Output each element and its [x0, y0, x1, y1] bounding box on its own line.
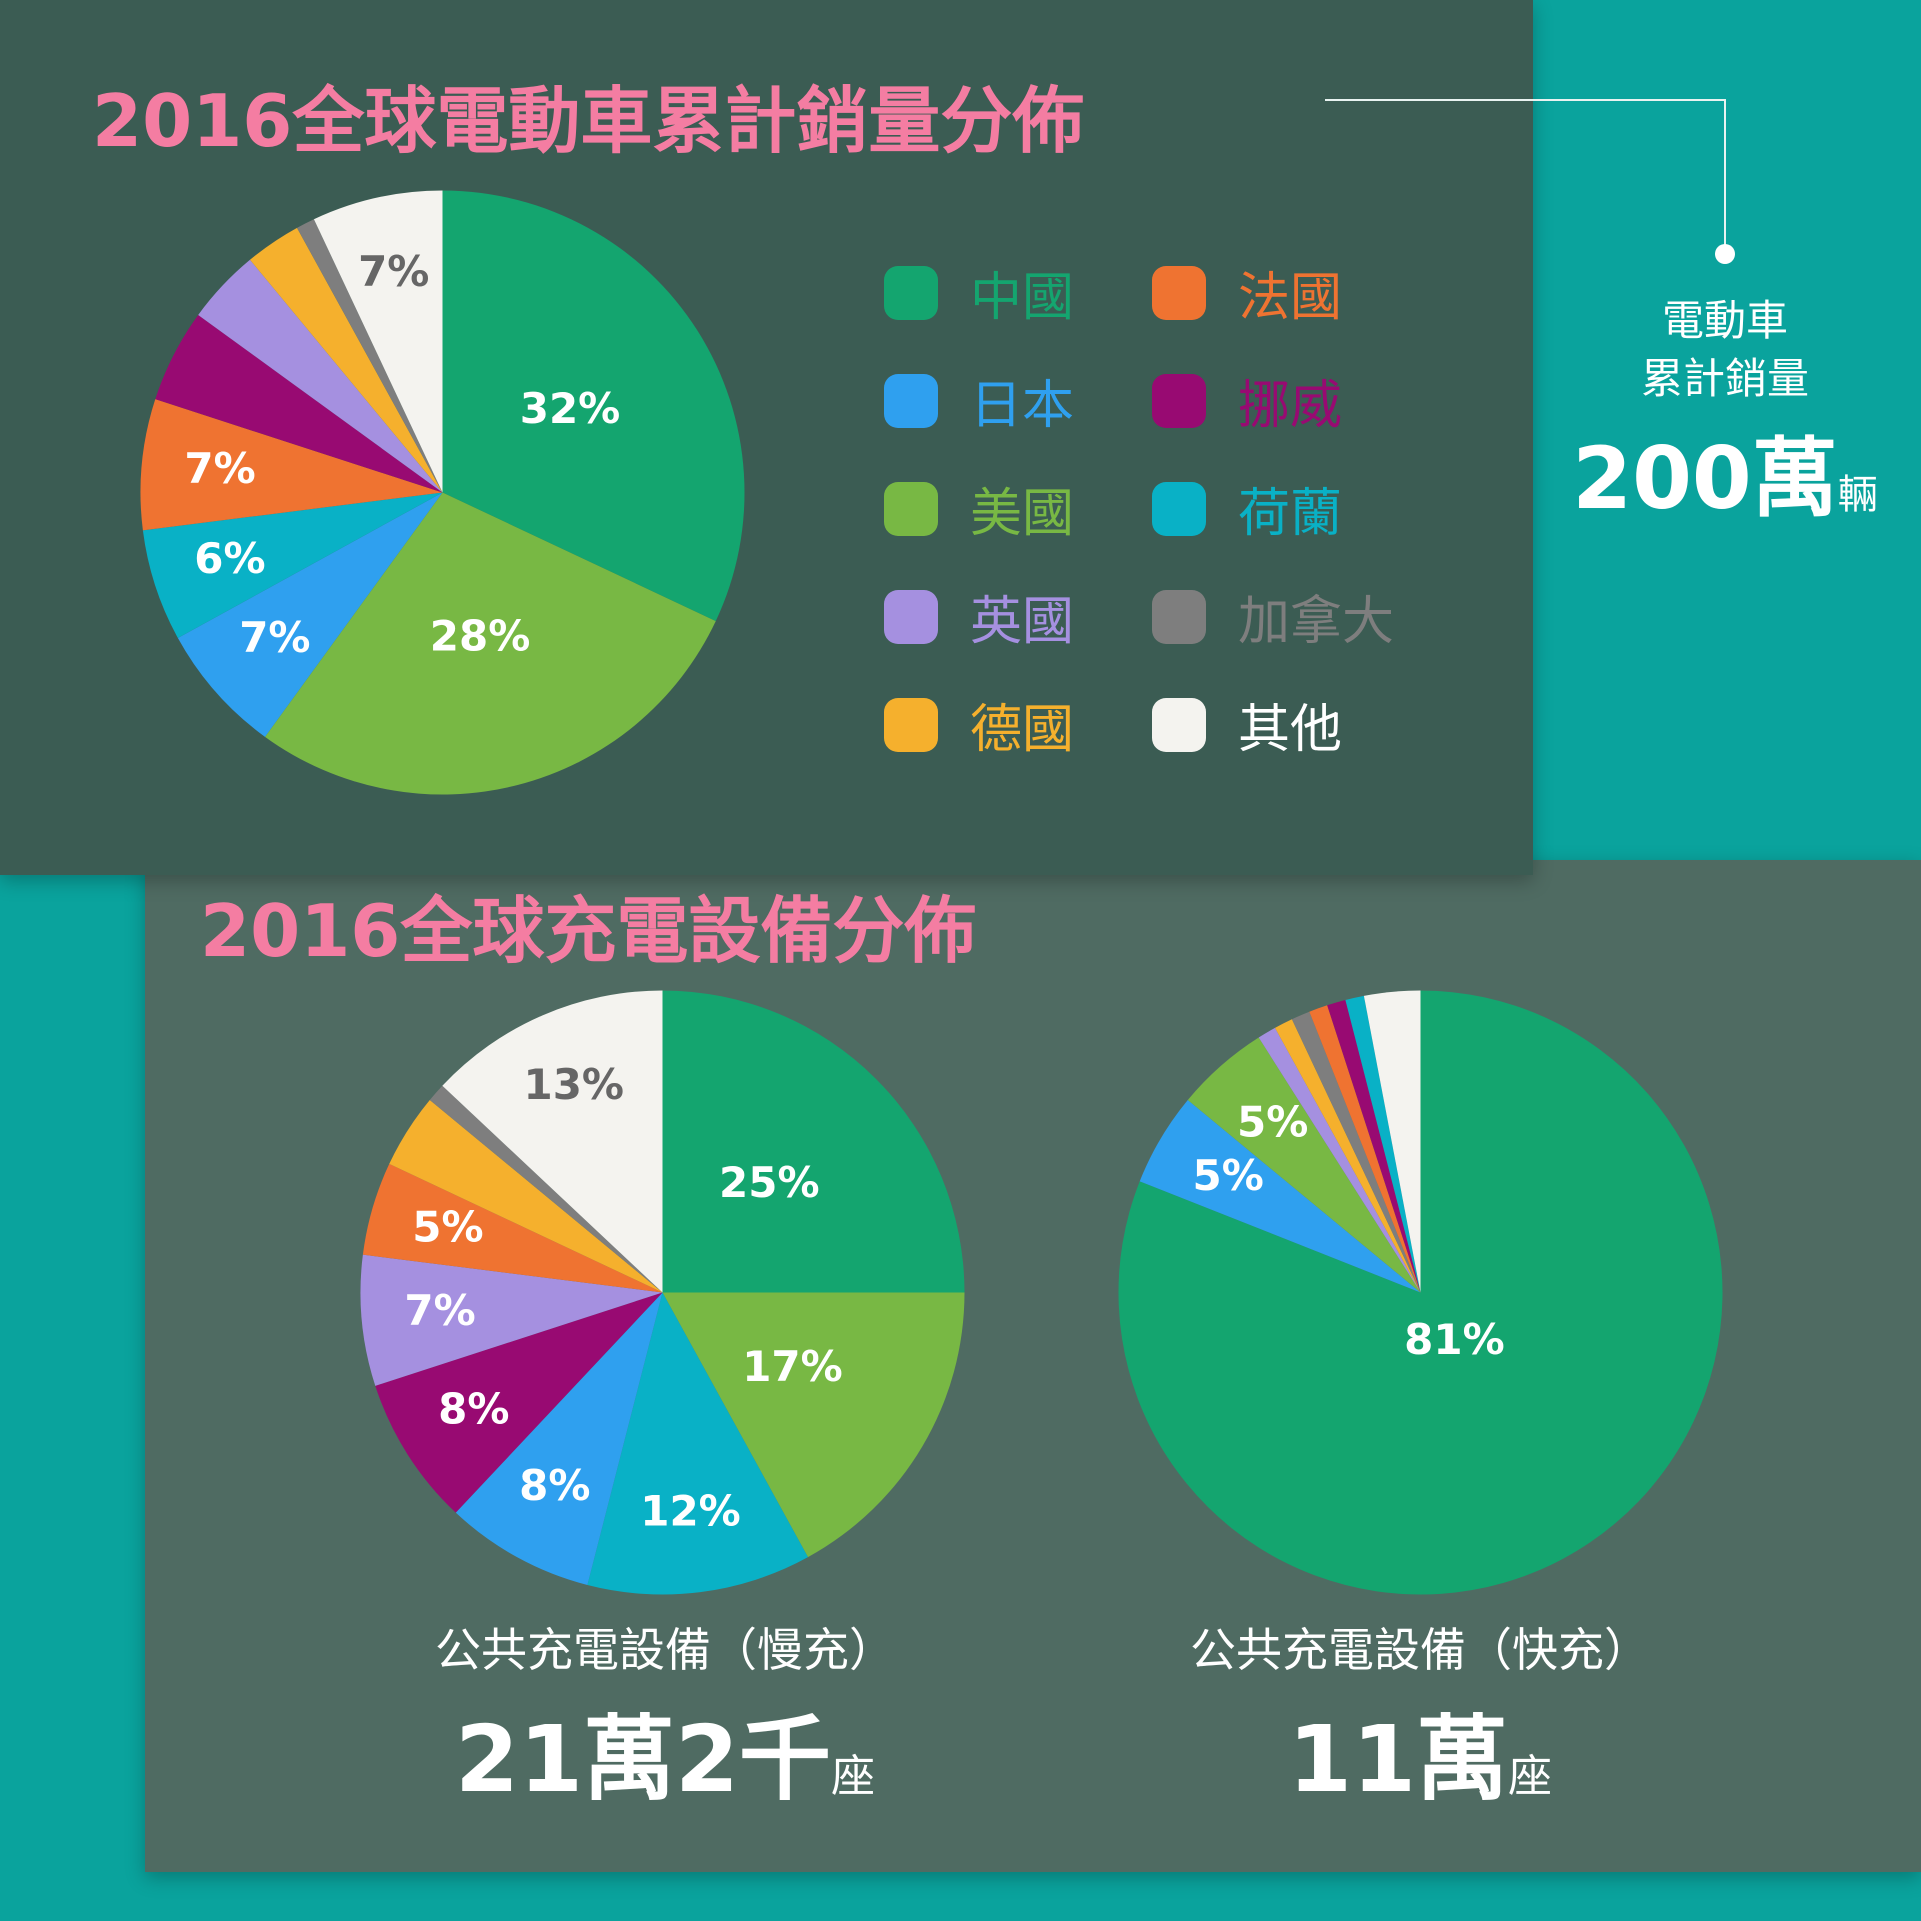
legend-item-5: 荷蘭 [1152, 471, 1342, 546]
pie-slice-6 [198, 259, 443, 493]
ev-sales-total: 電動車 累計銷量 200萬輛 [1500, 292, 1921, 533]
pie-slice-3 [455, 1292, 663, 1586]
legend-label-1: 法國 [1238, 268, 1343, 328]
data-label-9: 13% [523, 1060, 624, 1109]
legend-item-0: 中國 [884, 255, 1074, 330]
ev-sales-title: 2016全球電動車累計銷量分佈 [92, 79, 1085, 163]
pie-slice-5 [155, 314, 443, 493]
pie-slice-1 [264, 492, 716, 795]
pie-slice-8 [429, 1085, 663, 1293]
pie-slice-4 [140, 399, 443, 531]
legend-label-6: 英國 [970, 592, 1075, 652]
pie-slice-0 [442, 190, 745, 622]
pie-slice-7 [389, 1099, 663, 1293]
pie-slice-5 [1291, 1011, 1421, 1293]
ev-sales-total-value: 200萬輛 [1500, 408, 1921, 533]
fast-charging-pie-chart: 81% 5% 5% [1118, 990, 1723, 1595]
legend-swatch-0 [884, 265, 938, 320]
data-label-1: 28% [430, 611, 531, 660]
legend-item-1: 法國 [1152, 255, 1342, 330]
data-label-0: 81% [1404, 1315, 1505, 1364]
pie-slice-1 [1139, 1099, 1421, 1293]
pie-slice-8 [1345, 995, 1421, 1293]
data-label-5: 7% [404, 1286, 475, 1335]
data-label-4: 7% [184, 444, 255, 493]
ev-sales-total-number: 200萬 [1572, 429, 1838, 529]
legend-swatch-1 [1152, 265, 1206, 320]
data-label-1: 5% [1192, 1151, 1263, 1200]
legend-label-3: 挪威 [1238, 376, 1343, 436]
legend-item-2: 日本 [884, 363, 1074, 438]
pie-slice-9 [313, 190, 443, 493]
slow-charging-total: 公共充電設備（慢充） 21萬2千座 [350, 1615, 980, 1818]
legend-item-3: 挪威 [1152, 363, 1342, 438]
data-label-0: 25% [719, 1158, 820, 1207]
data-label-2: 7% [239, 613, 310, 662]
slow-charging-total-number: 21萬2千 [454, 1706, 832, 1813]
data-label-1: 17% [742, 1342, 843, 1391]
legend-label-4: 美國 [970, 484, 1075, 544]
slow-charging-pie-chart: 25% 17% 12% 8%8% 7% 5% 13% [360, 990, 965, 1595]
slow-charging-total-unit: 座 [831, 1751, 876, 1802]
pie-slice-3 [142, 492, 443, 638]
pie-slice-5 [360, 1254, 663, 1386]
legend-swatch-3 [1152, 373, 1206, 428]
ev-sales-pie-chart: 32% 28% 7% 6% 7% 7% [140, 190, 745, 795]
pie-slice-9 [1363, 990, 1421, 1293]
ev-sales-total-label-line-1: 電動車 [1661, 296, 1788, 345]
pie-slice-3 [1258, 1027, 1421, 1293]
legend-item-7: 加拿大 [1152, 579, 1394, 654]
data-label-9: 7% [358, 247, 429, 296]
charging-title: 2016全球充電設備分佈 [200, 889, 977, 973]
pie-slice-1 [662, 1292, 965, 1558]
legend-item-6: 英國 [884, 579, 1074, 654]
data-label-3: 8% [519, 1461, 590, 1510]
pie-slice-0 [662, 990, 965, 1293]
data-label-6: 5% [412, 1203, 483, 1252]
legend-label-9: 其他 [1238, 700, 1343, 760]
legend-swatch-7 [1152, 589, 1206, 644]
data-label-0: 32% [520, 384, 621, 433]
legend-item-9: 其他 [1152, 687, 1342, 762]
fast-charging-total: 公共充電設備（快充） 11萬座 [1115, 1615, 1725, 1818]
pie-slice-7 [1327, 999, 1421, 1293]
legend-label-8: 德國 [970, 700, 1075, 760]
connector-line [1325, 99, 1735, 264]
pie-slice-2 [1187, 1037, 1421, 1293]
legend-label-7: 加拿大 [1238, 592, 1395, 652]
data-label-4: 8% [438, 1385, 509, 1434]
legend-item-4: 美國 [884, 471, 1074, 546]
slow-charging-total-value: 21萬2千座 [350, 1685, 980, 1818]
legend-swatch-4 [884, 481, 938, 536]
pie-slice-9 [442, 990, 663, 1293]
data-label-3: 6% [194, 534, 265, 583]
legend-swatch-2 [884, 373, 938, 428]
pie-slice-4 [1275, 1019, 1421, 1293]
fast-charging-total-value: 11萬座 [1115, 1685, 1725, 1818]
legend-label-2: 日本 [970, 376, 1075, 436]
legend-label-0: 中國 [970, 268, 1075, 328]
fast-charging-label: 公共充電設備（快充） [1190, 1623, 1650, 1677]
ev-sales-total-label-line-2: 累計銷量 [1640, 354, 1809, 403]
pie-slice-6 [362, 1163, 663, 1293]
pie-slice-2 [177, 492, 443, 737]
fast-charging-total-unit: 座 [1508, 1751, 1553, 1802]
legend-item-8: 德國 [884, 687, 1074, 762]
ev-sales-total-unit: 輛 [1837, 472, 1878, 518]
pie-slice-6 [1309, 1005, 1421, 1293]
legend-swatch-8 [884, 697, 938, 752]
legend-swatch-9 [1152, 697, 1206, 752]
pie-slice-7 [249, 227, 443, 493]
pie-slice-8 [297, 219, 443, 493]
fast-charging-total-number: 11萬 [1287, 1706, 1509, 1813]
pie-slice-2 [587, 1292, 808, 1595]
data-label-2: 12% [640, 1487, 741, 1536]
slow-charging-label: 公共充電設備（慢充） [435, 1623, 895, 1677]
pie-slice-4 [375, 1292, 663, 1513]
legend-label-5: 荷蘭 [1238, 484, 1343, 544]
data-label-2: 5% [1237, 1097, 1308, 1146]
legend-swatch-5 [1152, 481, 1206, 536]
legend-swatch-6 [884, 589, 938, 644]
